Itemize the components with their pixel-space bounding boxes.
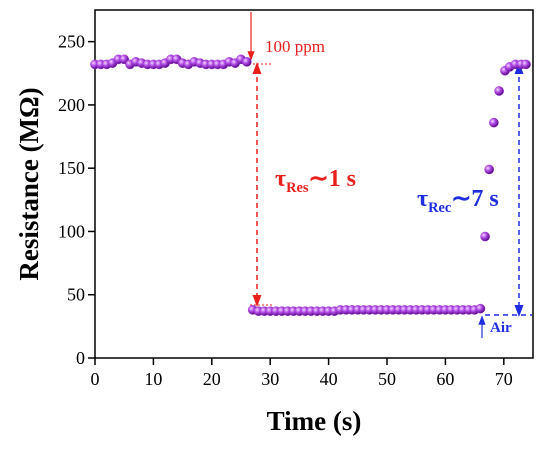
x-tick-label: 40 (320, 369, 338, 389)
annotation: τRes∼1 s (275, 166, 356, 196)
data-point (489, 117, 499, 128)
data-point (484, 164, 495, 175)
x-tick-label: 30 (261, 369, 279, 389)
annotation-arrows (245, 12, 532, 338)
x-tick-label: 70 (495, 369, 513, 389)
annotation-rest: ∼7 s (451, 186, 498, 212)
x-tick-label: 20 (203, 369, 221, 389)
y-tick-label: 200 (58, 95, 85, 115)
x-axis-label: Time (s) (267, 406, 362, 436)
annotation-subscript: Res (286, 180, 309, 196)
data-point (494, 86, 504, 96)
x-tick-label: 60 (436, 369, 454, 389)
data-point (475, 303, 486, 314)
annotation-subscript: Rec (428, 200, 452, 216)
x-tick-label: 10 (144, 369, 162, 389)
y-tick-label: 150 (58, 158, 85, 178)
y-tick-label: 250 (58, 32, 85, 52)
data-point (242, 57, 252, 67)
y-tick-label: 50 (67, 285, 85, 305)
plot-frame (94, 9, 534, 359)
x-tick-label: 0 (91, 369, 100, 389)
annotation-text: τ (275, 166, 286, 192)
data-point (521, 59, 531, 70)
annotation-text: Air (490, 320, 512, 336)
data-point (480, 231, 490, 242)
y-tick-label: 100 (58, 221, 85, 241)
y-tick-label: 0 (76, 348, 85, 368)
annotation-rest: ∼1 s (308, 166, 355, 192)
annotation-text: τ (417, 186, 428, 212)
annotation: Air (490, 320, 512, 336)
annotation-text: 100 ppm (265, 37, 325, 56)
y-axis-label: Resistance (MΩ) (14, 87, 44, 280)
annotation: 100 ppm (265, 37, 325, 56)
x-tick-label: 50 (378, 369, 396, 389)
annotation: τRec∼7 s (417, 186, 499, 216)
